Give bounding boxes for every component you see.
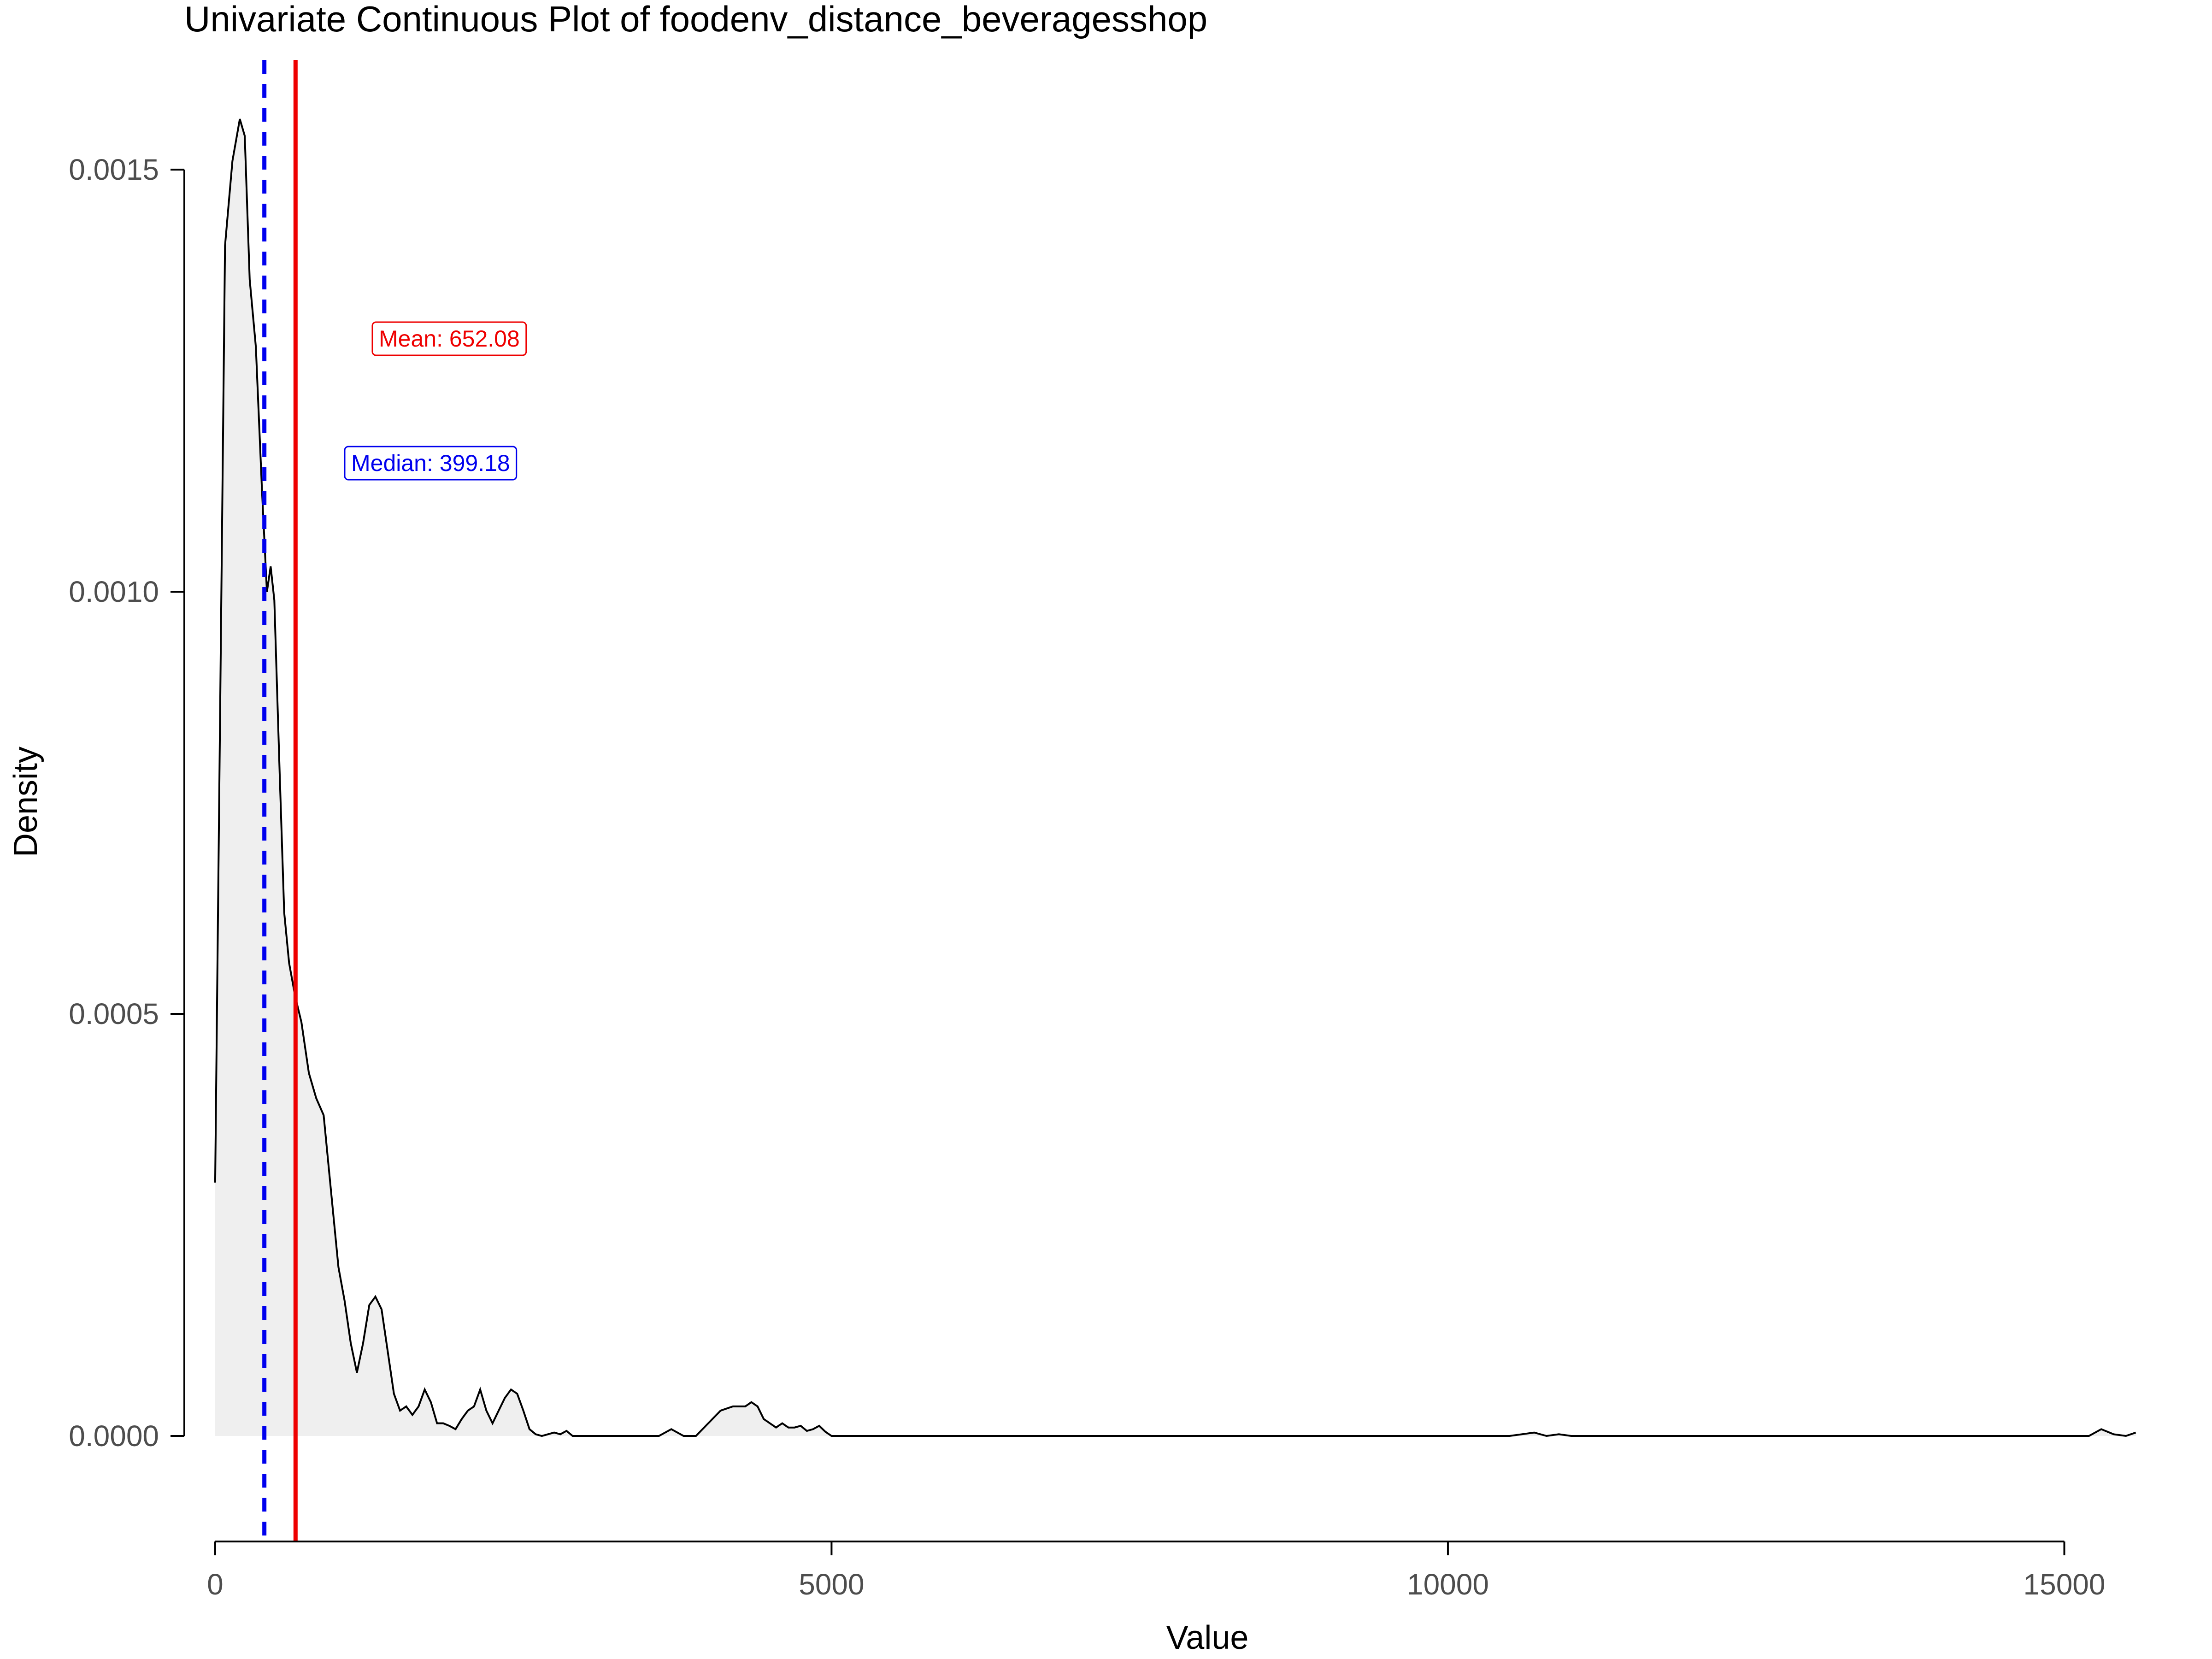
y-axis: 0.0000 0.0005 0.0010 0.0015 [69, 153, 185, 1453]
mean-label-box [371, 321, 527, 356]
mean-annotation: Mean: 652.08 [371, 321, 527, 356]
x-axis: 0 5000 10000 15000 [207, 1541, 2105, 1601]
x-tick-label: 0 [207, 1568, 224, 1601]
y-tick-label: 0.0015 [69, 153, 159, 186]
median-label: Median: 399.18 [351, 450, 510, 476]
plot-area [214, 118, 2136, 1437]
x-tick-label: 10000 [1407, 1568, 1489, 1601]
x-axis-title: Value [1166, 1619, 1249, 1656]
y-tick-label: 0.0005 [69, 997, 159, 1030]
y-axis-title: Density [7, 747, 44, 857]
median-label-box [344, 446, 518, 481]
y-tick-label: 0.0000 [69, 1419, 159, 1453]
x-tick-label: 5000 [799, 1568, 864, 1601]
median-annotation: Median: 399.18 [344, 446, 518, 481]
density-fill-area [215, 119, 2136, 1436]
x-ticks: 0 5000 10000 15000 [207, 1541, 2105, 1601]
x-tick-label: 15000 [2024, 1568, 2106, 1601]
y-ticks: 0.0000 0.0005 0.0010 0.0015 [69, 153, 184, 1453]
density-curve [214, 118, 2136, 1437]
mean-label: Mean: 652.08 [379, 326, 520, 352]
y-tick-label: 0.0010 [69, 575, 159, 608]
chart-title: Univariate Continuous Plot of foodenv_di… [184, 0, 1207, 39]
